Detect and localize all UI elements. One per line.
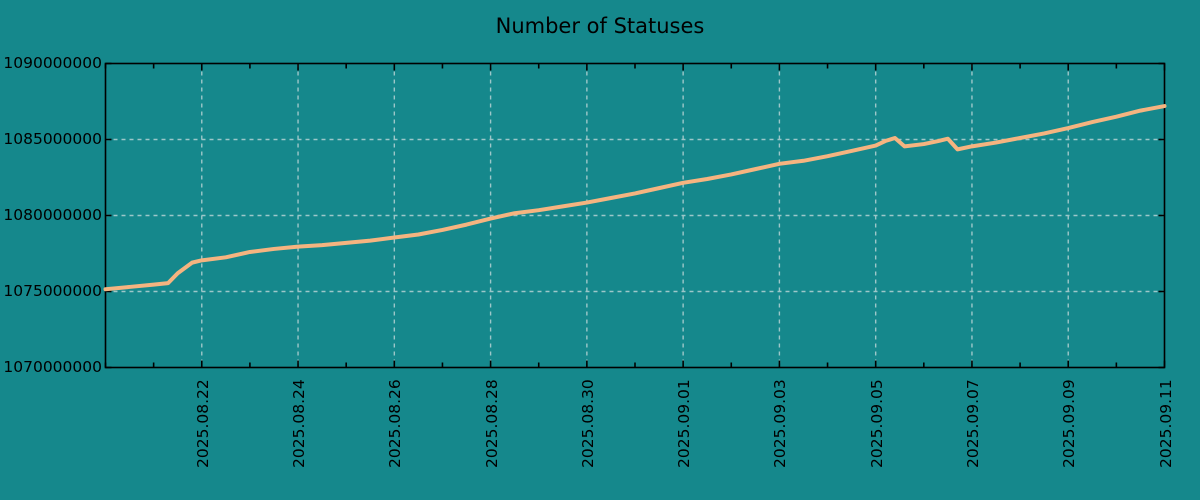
data-series-line xyxy=(103,104,1167,292)
chart-title: Number of Statuses xyxy=(495,14,705,38)
y-axis-tick-label: 1080000000 xyxy=(3,205,102,224)
y-axis-tick-label: 1075000000 xyxy=(3,281,102,300)
y-axis-tick-label: 1070000000 xyxy=(3,357,102,376)
plot-frame xyxy=(104,62,1166,369)
y-axis-tick-label: 1090000000 xyxy=(3,53,102,72)
grid-lines xyxy=(105,63,1165,368)
y-axis-tick-label: 1085000000 xyxy=(3,129,102,148)
